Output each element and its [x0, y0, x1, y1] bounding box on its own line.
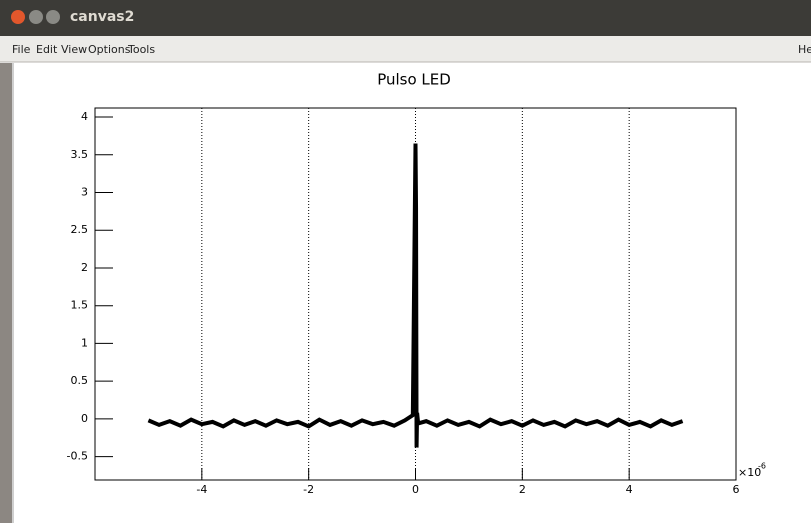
y-tick-label: 4 [81, 110, 88, 123]
x-exponent-base: ×10 [738, 466, 761, 479]
menu-item[interactable]: File [12, 43, 31, 56]
plot: Pulso LED -4 -2 0 2 4 6 -0.5 0 0.5 1 1.5 2 2.5 3 3.5 4 ×1… [67, 71, 766, 497]
y-tick-label: 3 [81, 186, 88, 199]
x-exponent: -6 [758, 462, 766, 471]
x-tick-label: 4 [626, 483, 633, 496]
canvas-border [12, 63, 14, 523]
signal-line [147, 143, 684, 448]
y-tick-label: 1.5 [71, 299, 89, 312]
minimize-button[interactable] [29, 10, 43, 24]
y-tick-label: 2.5 [71, 223, 89, 236]
desktop-edge [0, 63, 12, 523]
menu-item[interactable]: Options [88, 43, 131, 56]
x-tick-label: 6 [733, 483, 740, 496]
y-tick-label: 2 [81, 261, 88, 274]
title-bar [0, 0, 811, 36]
chart-title: Pulso LED [377, 71, 451, 89]
y-tick-label: 0 [81, 412, 88, 425]
y-tick-label: 1 [81, 336, 88, 349]
menu-item[interactable]: View [61, 43, 87, 56]
menu-bar [0, 36, 811, 62]
menu-item[interactable]: Tools [127, 43, 155, 56]
x-tick-label: 2 [519, 483, 526, 496]
x-tick-label: -4 [196, 483, 207, 496]
y-tick-label: -0.5 [67, 450, 88, 463]
close-button[interactable] [11, 10, 25, 24]
x-tick-label: 0 [412, 483, 419, 496]
y-tick-label: 3.5 [71, 148, 89, 161]
y-tick-label: 0.5 [71, 374, 89, 387]
menu-item[interactable]: Help [798, 43, 811, 56]
canvas [0, 63, 811, 523]
menu-item[interactable]: Edit [36, 43, 58, 56]
window-title: canvas2 [70, 9, 134, 25]
x-tick-label: -2 [303, 483, 314, 496]
maximize-button[interactable] [46, 10, 60, 24]
